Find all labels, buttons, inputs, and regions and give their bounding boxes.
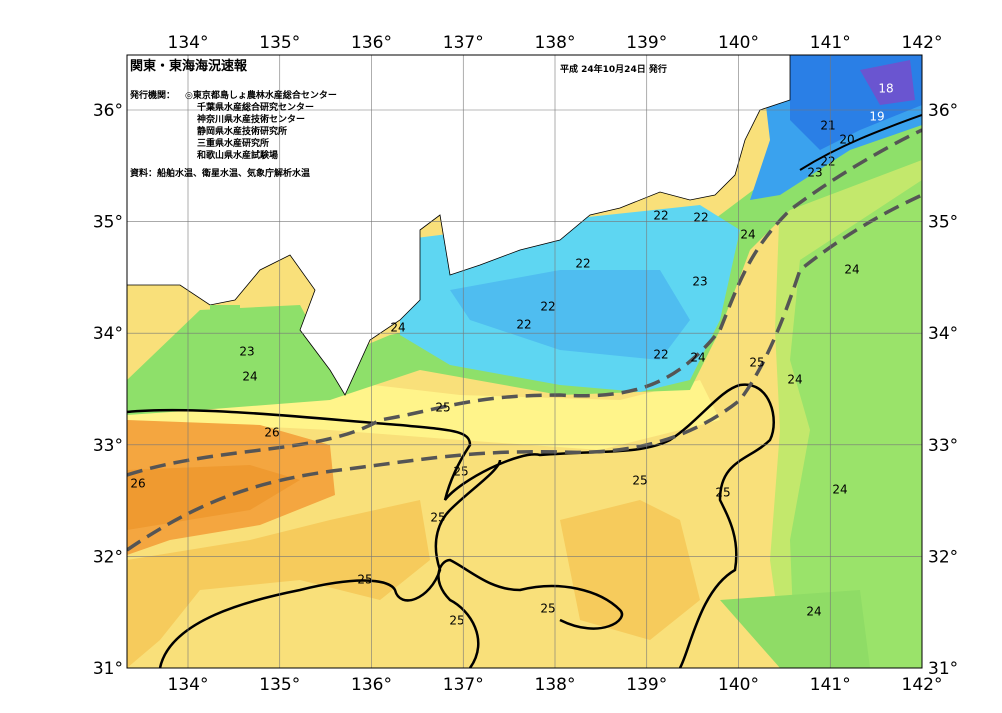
lon-label: 137° [443, 675, 484, 695]
lon-label: 141° [810, 675, 851, 695]
lon-label: 134° [168, 33, 209, 53]
contour-label: 26 [264, 426, 279, 440]
lat-label: 32° [93, 547, 123, 567]
contour-label: 25 [715, 486, 730, 500]
lon-label: 141° [810, 33, 851, 53]
lat-label: 31° [93, 659, 123, 679]
kuroshio-south [127, 193, 922, 552]
lon-label: 139° [626, 33, 667, 53]
lon-label: 140° [718, 675, 759, 695]
title: 関東・東海海況速報 [130, 58, 248, 74]
contour-label: 25 [357, 573, 372, 587]
sea-light-orange [560, 500, 700, 640]
lat-label: 32° [928, 547, 958, 567]
lon-label: 137° [443, 33, 484, 53]
contour-label: 22 [540, 300, 555, 314]
contour-label: 25 [449, 614, 464, 628]
grid: 134° 134° 135° 135° 136° 136° 137° 137° 138° 138°… [93, 33, 958, 695]
lat-label: 34° [93, 324, 123, 344]
lat-label: 33° [928, 436, 958, 456]
contour-label: 24 [806, 605, 821, 619]
contour-label: 22 [820, 155, 835, 169]
sea-green [720, 590, 870, 668]
contour-label: 24 [740, 228, 755, 242]
contour-label: 22 [516, 318, 531, 332]
lon-label: 136° [351, 33, 392, 53]
lat-label: 35° [93, 213, 123, 233]
contour-20 [799, 114, 922, 171]
contour-label: 22 [653, 348, 668, 362]
contour-label: 18 [878, 82, 893, 96]
contour-label: 24 [690, 351, 705, 365]
contour-label: 24 [844, 263, 859, 277]
contour-label: 23 [807, 166, 822, 180]
lon-label: 138° [535, 33, 576, 53]
contour-label: 19 [869, 110, 884, 124]
lon-label: 134° [168, 675, 209, 695]
lon-label: 135° [259, 33, 300, 53]
lat-label: 36° [928, 101, 958, 121]
sea-green [790, 180, 922, 668]
contour-25 [158, 459, 502, 668]
contour-label: 22 [693, 211, 708, 225]
contour-label: 25 [435, 401, 450, 415]
source: 資料：船舶水温、衛星水温、気象庁解析水温 [130, 167, 310, 179]
lon-label: 142° [902, 33, 943, 53]
map-frame [126, 54, 923, 669]
contour-25 [437, 558, 624, 668]
contour-25 [127, 383, 775, 668]
issuer: 静岡県水産技術研究所 [197, 125, 287, 137]
land [127, 55, 791, 396]
lat-label: 34° [928, 324, 958, 344]
lon-label: 142° [902, 675, 943, 695]
issuer: 千葉県水産総合研究センター [197, 101, 314, 113]
issuer: 和歌山県水産試験場 [196, 149, 278, 161]
lon-label: 140° [718, 33, 759, 53]
sea-purple [860, 60, 915, 105]
contour-label: 24 [787, 373, 802, 387]
bay [210, 305, 240, 312]
lon-label: 138° [535, 675, 576, 695]
lat-label: 33° [93, 436, 123, 456]
contour-label: 21 [820, 119, 835, 133]
sea-dark-orange [127, 465, 300, 530]
lat-label: 35° [928, 213, 958, 233]
contour-label: 25 [453, 465, 468, 479]
contour-label: 22 [575, 257, 590, 271]
sea-blue [450, 270, 690, 360]
contour-label: 24 [390, 321, 405, 335]
contour-label: 25 [749, 356, 764, 370]
kuroshio-north [127, 128, 922, 477]
contour-label: 23 [239, 345, 254, 359]
contour-label: 23 [692, 275, 707, 289]
contour-label: 24 [242, 370, 257, 384]
lon-label: 135° [259, 675, 300, 695]
contour-label: 25 [540, 602, 555, 616]
issuer: 神奈川県水産技術センター [197, 113, 305, 125]
issuer-label: 発行機関： [129, 89, 175, 101]
contour-label: 20 [839, 133, 854, 147]
contour-label: 25 [632, 474, 647, 488]
lon-label: 139° [626, 675, 667, 695]
contour-label: 24 [832, 483, 847, 497]
lon-label: 136° [351, 675, 392, 695]
issuer: 三重県水産研究所 [197, 137, 269, 149]
contour-label: 25 [430, 511, 445, 525]
date: 平成 24年10月24日 発行 [560, 63, 667, 75]
contour-label: 22 [653, 209, 668, 223]
sea-light-orange [127, 500, 430, 668]
lat-label: 36° [93, 101, 123, 121]
lat-label: 31° [928, 659, 958, 679]
issuer: ◎東京都島しょ農林水産総合センター [185, 89, 337, 101]
contour-label: 26 [130, 477, 145, 491]
